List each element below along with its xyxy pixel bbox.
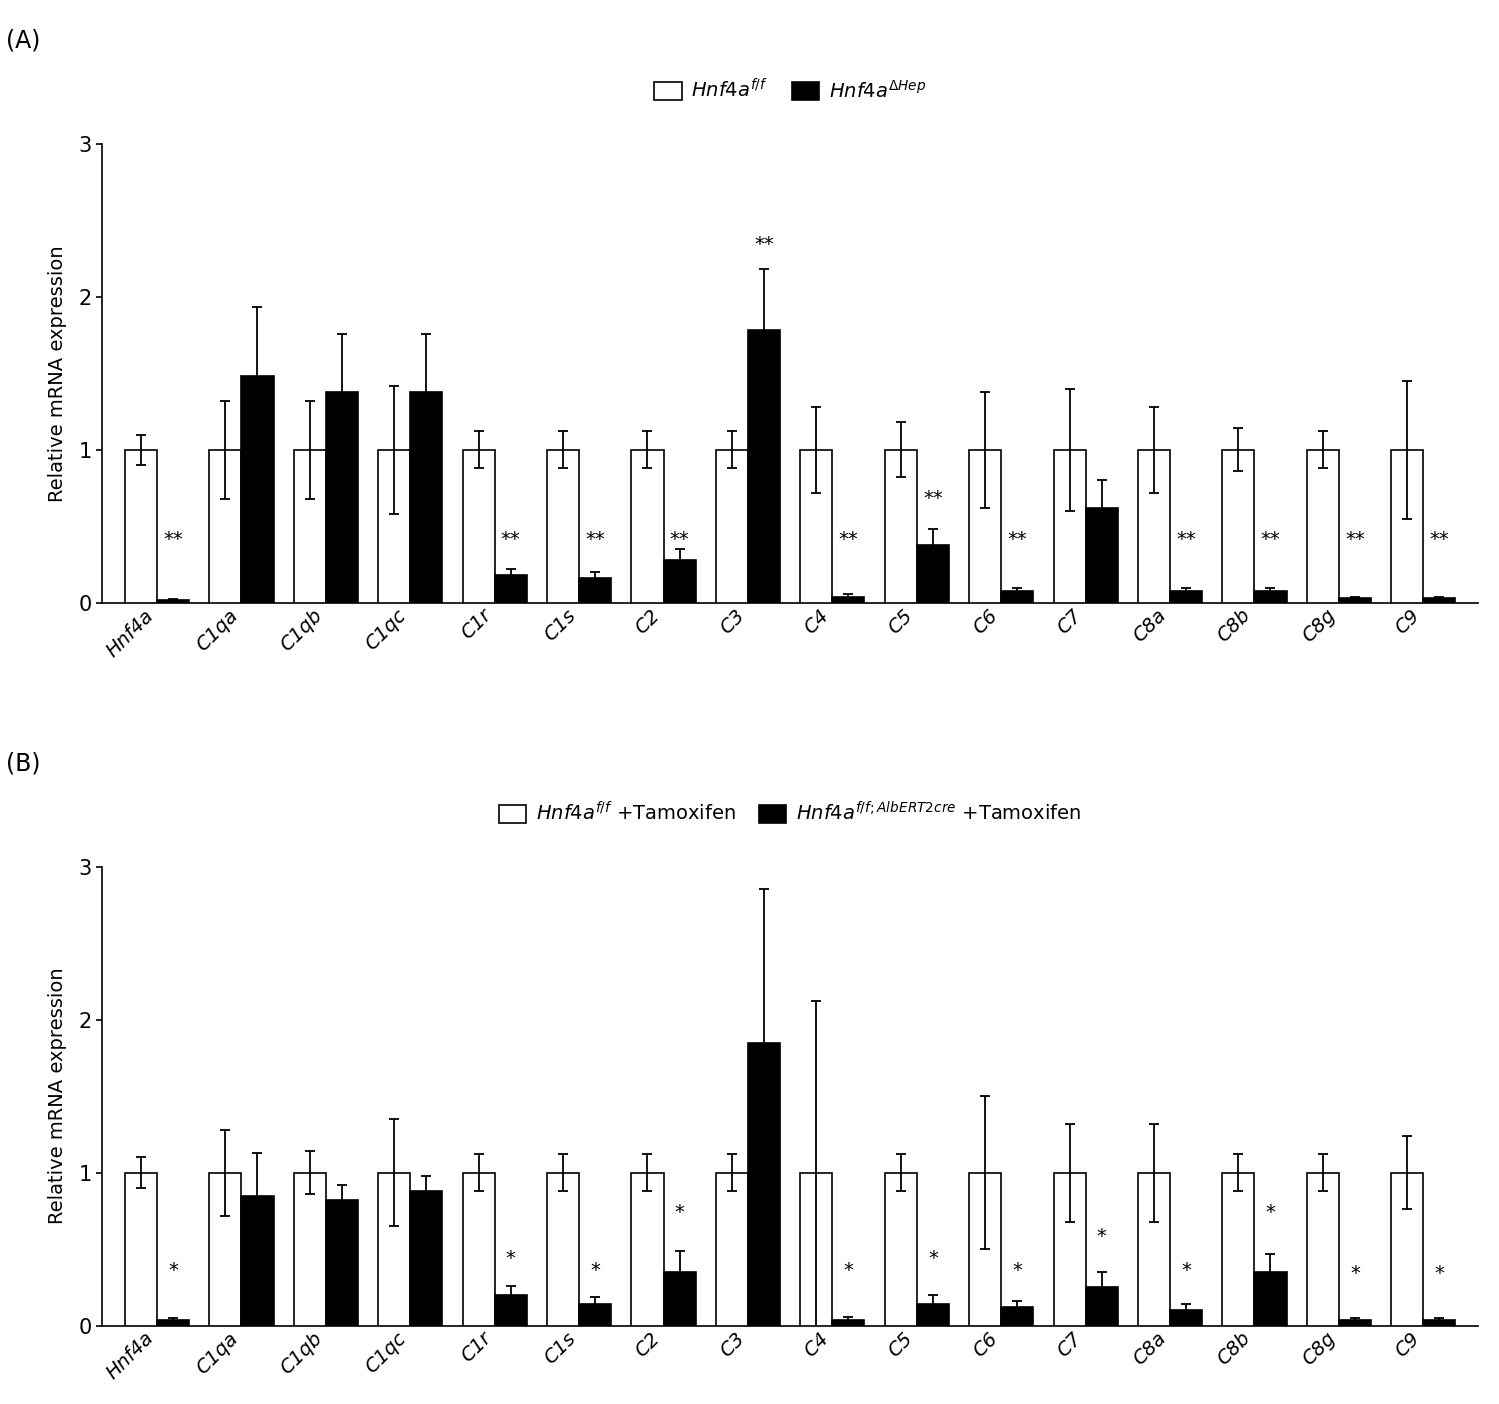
Bar xyxy=(157,1320,189,1325)
Bar xyxy=(1001,591,1033,602)
Bar xyxy=(1391,1172,1423,1325)
Bar xyxy=(1391,449,1423,602)
Bar xyxy=(664,560,696,602)
Text: *: * xyxy=(1181,1261,1192,1280)
Bar xyxy=(800,449,832,602)
Text: (A): (A) xyxy=(6,29,40,53)
Text: **: ** xyxy=(501,531,520,549)
Y-axis label: Relative mRNA expression: Relative mRNA expression xyxy=(48,244,67,501)
Bar xyxy=(1255,591,1286,602)
Bar xyxy=(717,1172,748,1325)
Bar xyxy=(1001,1307,1033,1325)
Bar xyxy=(411,1191,442,1325)
Bar xyxy=(241,376,273,602)
Text: *: * xyxy=(505,1248,516,1268)
Bar xyxy=(1423,1320,1456,1325)
Bar xyxy=(210,1172,241,1325)
Bar xyxy=(463,449,495,602)
Bar xyxy=(884,449,917,602)
Bar xyxy=(294,449,325,602)
Text: *: * xyxy=(1012,1261,1022,1280)
Text: *: * xyxy=(1265,1203,1276,1221)
Bar xyxy=(124,449,157,602)
Bar xyxy=(463,1172,495,1325)
Bar xyxy=(579,1304,612,1325)
Bar xyxy=(748,330,779,602)
Bar xyxy=(325,1200,358,1325)
Bar xyxy=(294,1172,325,1325)
Bar xyxy=(1054,449,1085,602)
Bar xyxy=(325,392,358,602)
Text: **: ** xyxy=(1430,531,1450,549)
Bar xyxy=(241,1196,273,1325)
Bar xyxy=(1222,1172,1255,1325)
Text: **: ** xyxy=(1177,531,1196,549)
Legend: $\it{Hnf4a}^{f/f}$, $\it{Hnf4a}^{\Delta Hep}$: $\it{Hnf4a}^{f/f}$, $\it{Hnf4a}^{\Delta … xyxy=(646,70,934,110)
Text: *: * xyxy=(1351,1264,1360,1283)
Bar xyxy=(1307,1172,1339,1325)
Bar xyxy=(1222,449,1255,602)
Text: **: ** xyxy=(1345,531,1364,549)
Text: *: * xyxy=(1097,1227,1106,1247)
Bar xyxy=(378,1172,411,1325)
Bar xyxy=(1255,1272,1286,1325)
Bar xyxy=(1138,1172,1171,1325)
Bar xyxy=(547,449,579,602)
Bar xyxy=(495,1294,526,1325)
Bar xyxy=(631,449,664,602)
Y-axis label: Relative mRNA expression: Relative mRNA expression xyxy=(48,967,67,1224)
Bar xyxy=(748,1043,779,1325)
Bar xyxy=(210,449,241,602)
Bar xyxy=(800,1172,832,1325)
Text: **: ** xyxy=(838,531,859,549)
Bar xyxy=(832,597,865,602)
Bar xyxy=(1423,598,1456,602)
Text: **: ** xyxy=(1007,531,1027,549)
Bar xyxy=(1085,1287,1118,1325)
Bar xyxy=(884,1172,917,1325)
Bar xyxy=(1339,598,1372,602)
Bar xyxy=(495,576,526,602)
Bar xyxy=(579,578,612,602)
Bar xyxy=(378,449,411,602)
Bar xyxy=(664,1272,696,1325)
Bar xyxy=(970,1172,1001,1325)
Text: (B): (B) xyxy=(6,751,40,775)
Bar xyxy=(411,392,442,602)
Text: **: ** xyxy=(923,489,943,508)
Bar xyxy=(1138,449,1171,602)
Bar xyxy=(157,600,189,602)
Text: *: * xyxy=(591,1261,600,1280)
Text: **: ** xyxy=(754,234,773,254)
Text: *: * xyxy=(1435,1264,1444,1283)
Bar xyxy=(1054,1172,1085,1325)
Legend: $\it{Hnf4a}^{f/f}$ +Tamoxifen, $\it{Hnf4a}^{f/f;AlbERT2cre}$ +Tamoxifen: $\it{Hnf4a}^{f/f}$ +Tamoxifen, $\it{Hnf4… xyxy=(492,793,1090,833)
Bar xyxy=(917,1304,949,1325)
Text: **: ** xyxy=(670,531,690,549)
Bar xyxy=(631,1172,664,1325)
Text: **: ** xyxy=(1261,531,1280,549)
Text: *: * xyxy=(844,1261,853,1280)
Text: *: * xyxy=(675,1203,685,1221)
Bar xyxy=(1307,449,1339,602)
Text: **: ** xyxy=(585,531,606,549)
Bar xyxy=(1171,591,1202,602)
Bar xyxy=(717,449,748,602)
Bar xyxy=(832,1320,865,1325)
Bar xyxy=(1339,1320,1372,1325)
Text: *: * xyxy=(928,1248,938,1268)
Bar xyxy=(970,449,1001,602)
Bar xyxy=(547,1172,579,1325)
Text: **: ** xyxy=(163,531,183,549)
Bar xyxy=(124,1172,157,1325)
Bar xyxy=(1085,508,1118,602)
Text: *: * xyxy=(168,1261,178,1280)
Bar xyxy=(917,545,949,602)
Bar xyxy=(1171,1310,1202,1325)
